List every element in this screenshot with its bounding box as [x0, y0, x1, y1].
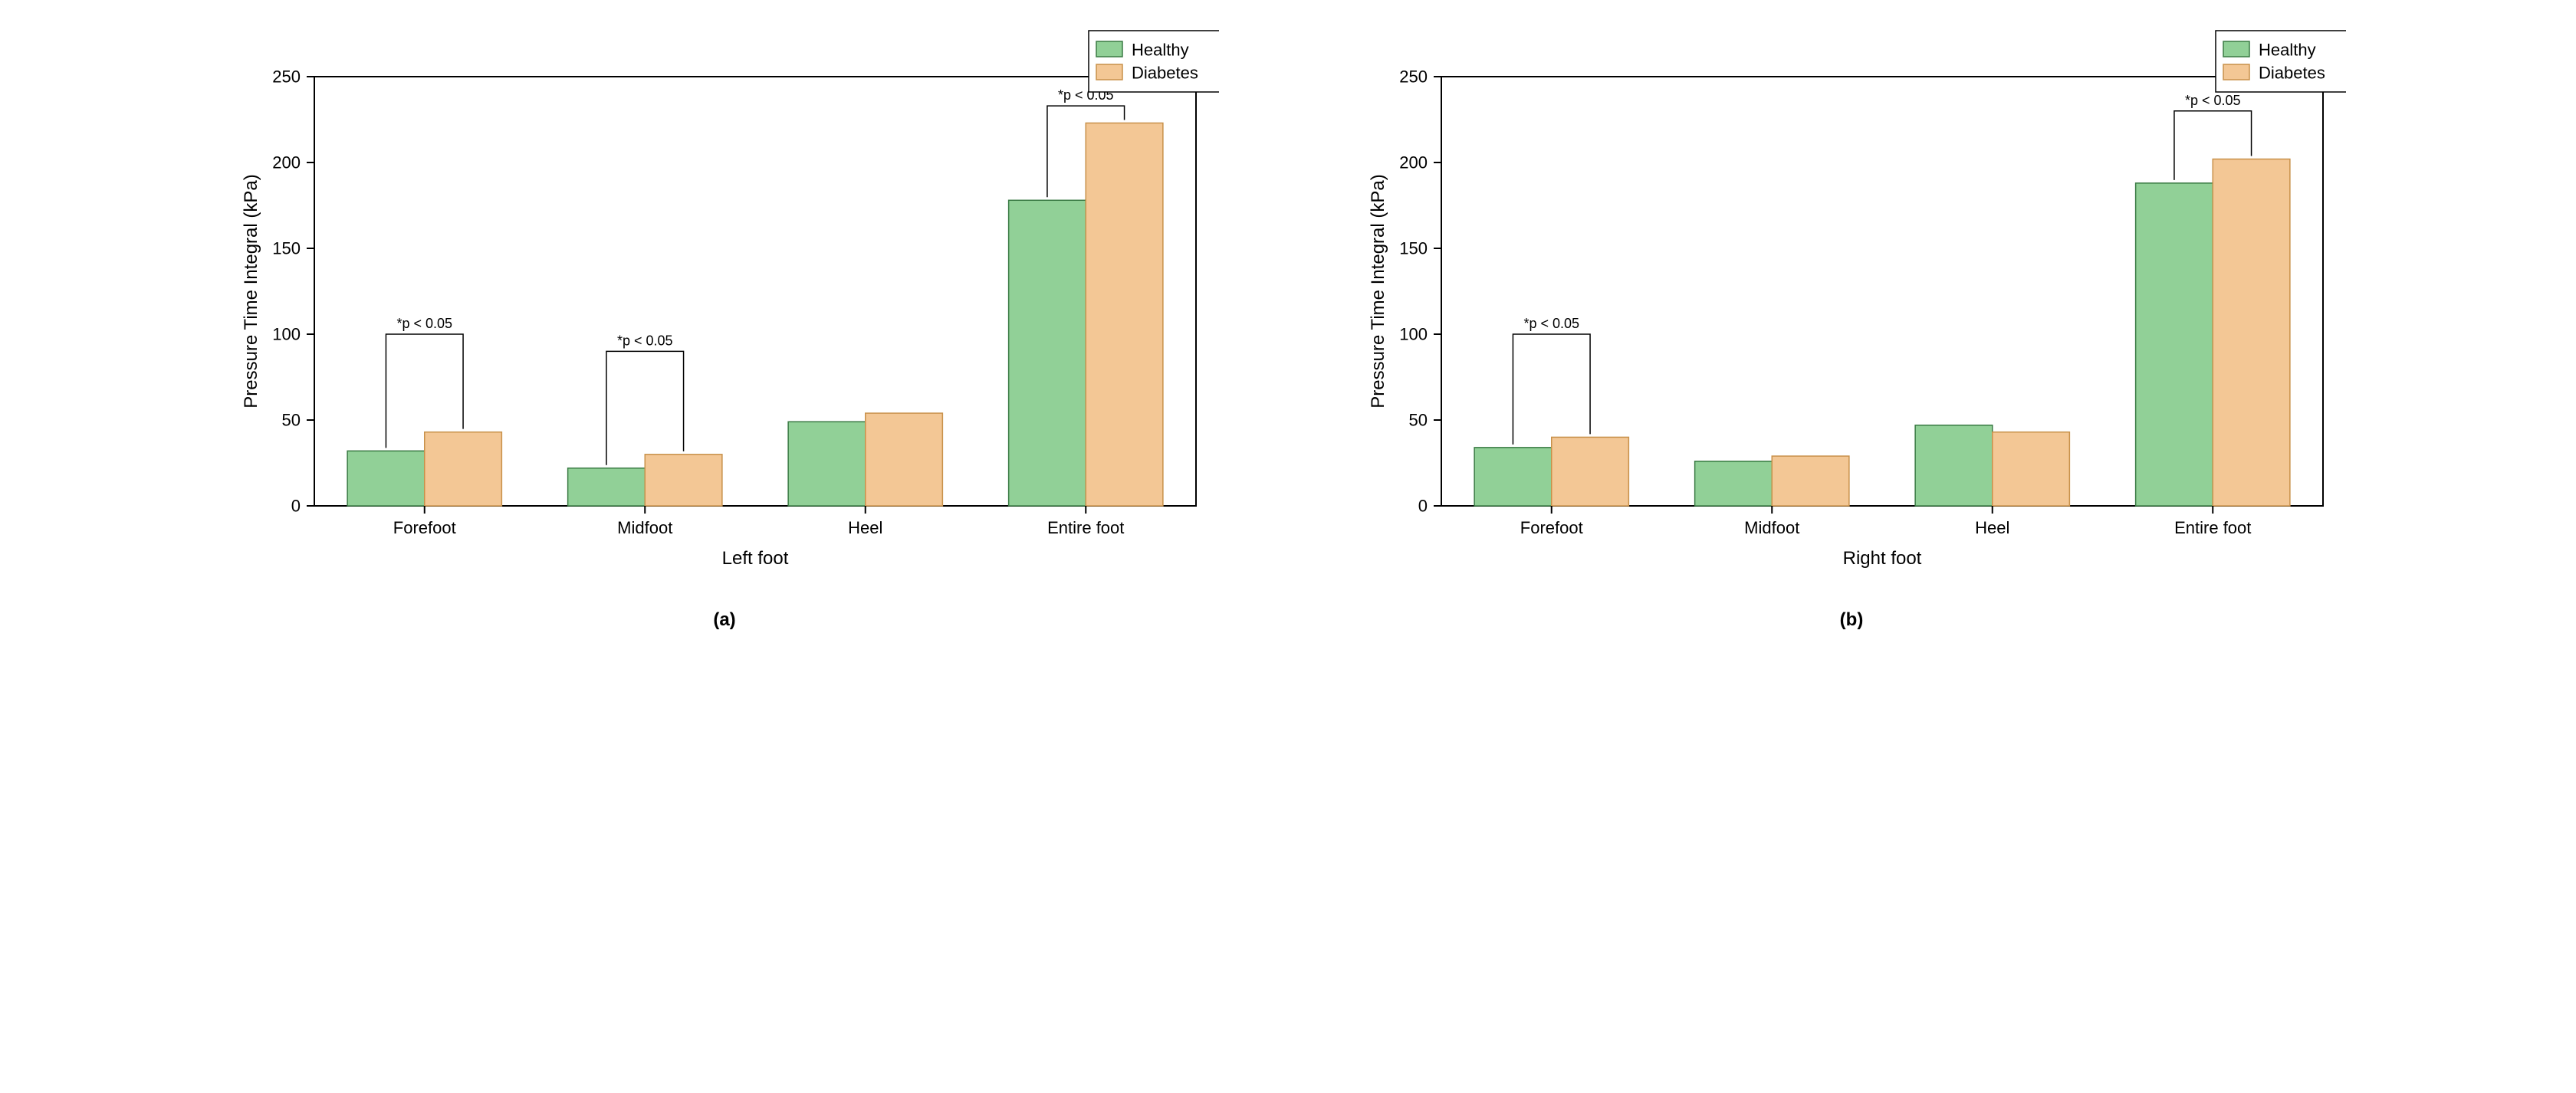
- significance-label: *p < 0.05: [2185, 93, 2241, 108]
- y-tick-label: 250: [272, 67, 301, 87]
- legend-label: Healthy: [2259, 41, 2316, 60]
- bar: [568, 468, 646, 506]
- y-tick-label: 0: [1418, 497, 1428, 516]
- bar: [1772, 456, 1849, 506]
- chart-a: 0 50 100 150 200 250 Pressure Time Integral (k…: [230, 23, 1219, 586]
- bar: [1993, 432, 2070, 506]
- bar: [1474, 448, 1552, 506]
- panel-label-b: (b): [1840, 609, 1864, 631]
- legend: Healthy Diabetes: [2216, 31, 2346, 92]
- y-tick-label: 150: [272, 239, 301, 258]
- significance-label: *p < 0.05: [396, 316, 452, 331]
- legend-swatch: [1096, 64, 1122, 80]
- y-tick-label: 200: [272, 153, 301, 172]
- x-tick-label: Forefoot: [393, 518, 456, 537]
- chart-b: 0 50 100 150 200 250 Pressure Time Integral (k…: [1357, 23, 2346, 586]
- x-axis-label: Right foot: [1843, 548, 1922, 569]
- significance-bracket: [386, 334, 463, 448]
- bar: [347, 451, 425, 506]
- bar: [788, 422, 866, 506]
- y-axis-label: Pressure Time Integral (kPa): [241, 174, 261, 408]
- y-tick-label: 250: [1399, 67, 1428, 87]
- bar: [645, 455, 722, 506]
- x-tick-label: Midfoot: [617, 518, 672, 537]
- panel-label-a: (a): [713, 609, 735, 631]
- x-tick-label: Midfoot: [1744, 518, 1799, 537]
- y-tick-label: 0: [291, 497, 301, 516]
- legend-label: Diabetes: [2259, 64, 2325, 83]
- significance-label: *p < 0.05: [1523, 316, 1579, 331]
- legend-label: Healthy: [1132, 41, 1189, 60]
- legend-label: Diabetes: [1132, 64, 1198, 83]
- x-tick-label: Forefoot: [1520, 518, 1583, 537]
- x-axis-label: Left foot: [722, 548, 789, 569]
- x-tick-label: Heel: [848, 518, 882, 537]
- x-tick-label: Entire foot: [1047, 518, 1124, 537]
- chart-svg: 0 50 100 150 200 250 Pressure Time Integral (k…: [230, 23, 1219, 583]
- figure-container: 0 50 100 150 200 250 Pressure Time Integral (k…: [0, 0, 2576, 646]
- bar: [1009, 200, 1086, 506]
- x-tick-label: Heel: [1975, 518, 2009, 537]
- y-tick-label: 150: [1399, 239, 1428, 258]
- chart-a-wrapper: 0 50 100 150 200 250 Pressure Time Integral (k…: [230, 23, 1219, 631]
- bar: [425, 432, 502, 506]
- x-tick-label: Entire foot: [2174, 518, 2251, 537]
- y-tick-label: 100: [272, 325, 301, 344]
- bar: [2213, 159, 2290, 506]
- bar: [1552, 437, 1629, 506]
- chart-svg: 0 50 100 150 200 250 Pressure Time Integral (k…: [1357, 23, 2346, 583]
- legend: Healthy Diabetes: [1089, 31, 1219, 92]
- y-tick-label: 100: [1399, 325, 1428, 344]
- chart-b-wrapper: 0 50 100 150 200 250 Pressure Time Integral (k…: [1357, 23, 2346, 631]
- y-tick-label: 200: [1399, 153, 1428, 172]
- bar: [2136, 183, 2213, 506]
- legend-swatch: [2223, 41, 2249, 57]
- significance-label: *p < 0.05: [617, 333, 673, 348]
- y-tick-label: 50: [1409, 411, 1428, 430]
- significance-bracket: [1513, 334, 1590, 445]
- bar: [866, 413, 943, 506]
- y-axis-label: Pressure Time Integral (kPa): [1368, 174, 1388, 408]
- legend-swatch: [1096, 41, 1122, 57]
- y-tick-label: 50: [282, 411, 301, 430]
- bar: [1086, 123, 1163, 506]
- legend-swatch: [2223, 64, 2249, 80]
- significance-bracket: [606, 351, 684, 464]
- bar: [1915, 425, 1993, 506]
- bar: [1695, 461, 1773, 506]
